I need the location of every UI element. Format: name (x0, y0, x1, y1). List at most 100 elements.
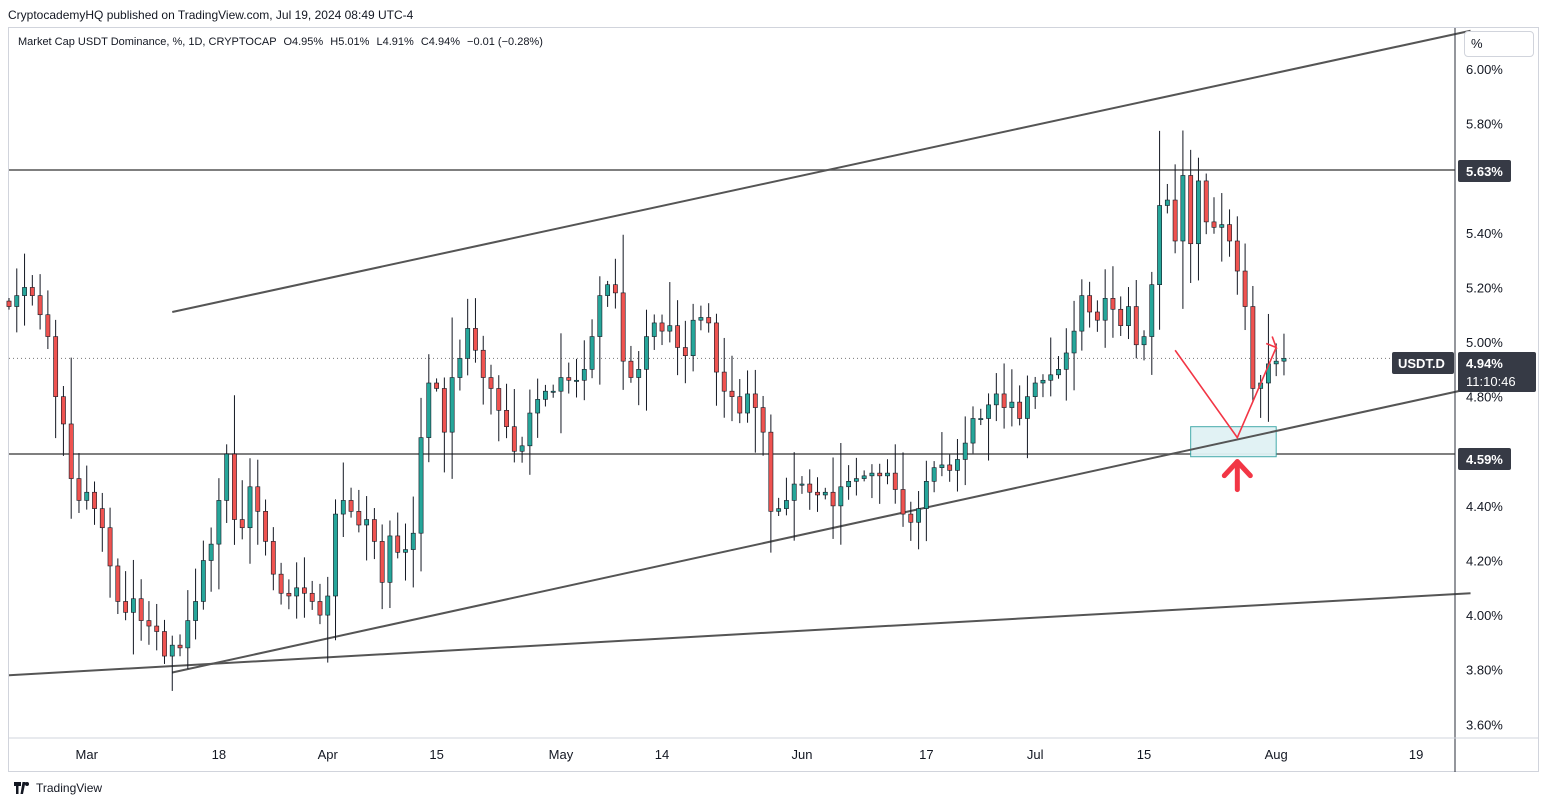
candle-body (6, 300, 12, 307)
candle-body (1056, 369, 1061, 376)
candle-body (480, 349, 486, 378)
candle-body (426, 382, 432, 438)
candle-body (208, 543, 214, 561)
candle-body (1017, 401, 1023, 419)
candle-body (14, 295, 20, 307)
candle-body (263, 511, 268, 542)
candle-body (294, 587, 300, 597)
bullish-candle (418, 397, 424, 572)
candle-body (830, 491, 836, 507)
projection-arrows (1174, 336, 1278, 493)
price-unit-button[interactable]: % (1464, 31, 1534, 57)
bullish-candle (449, 317, 455, 479)
candle-body (224, 453, 230, 501)
time-tick-label: Jul (1027, 747, 1044, 762)
bullish-candle (1149, 271, 1155, 375)
bearish-candle (61, 386, 66, 456)
bullish-candle (923, 460, 929, 542)
bullish-candle (822, 487, 828, 500)
candle-body (597, 295, 603, 337)
legend-symbol: Market Cap USDT Dominance, %, 1D, CRYPTO… (18, 36, 277, 48)
candle-body (760, 407, 766, 433)
candle-body (605, 284, 611, 296)
candle-body (504, 410, 509, 427)
bullish-candle (993, 373, 999, 422)
last-price-tag: 4.94% (1466, 356, 1503, 371)
candle-body (200, 560, 206, 602)
bullish-candle (193, 568, 198, 640)
publisher-line: CryptocademyHQ published on TradingView.… (8, 8, 414, 22)
bullish-candle (861, 470, 867, 482)
candle-body (138, 598, 144, 621)
candle-body (348, 500, 354, 512)
candle-body (1071, 330, 1077, 354)
projection-arrowhead (1265, 336, 1278, 349)
candle-body (457, 358, 463, 378)
bullish-candle (84, 465, 90, 510)
candle-body (581, 369, 587, 381)
candle-body (675, 325, 680, 348)
bullish-candle (636, 351, 642, 406)
candle-body (115, 565, 121, 602)
candle-body (185, 620, 191, 649)
candle-body (667, 325, 673, 332)
bearish-candle (356, 489, 362, 533)
candle-body (721, 371, 727, 392)
bearish-candle (99, 492, 105, 552)
trendline (172, 387, 1471, 674)
bearish-candle (566, 362, 572, 394)
price-tick-label: 4.80% (1466, 390, 1503, 405)
bearish-candle (612, 258, 618, 309)
footer-brand: TradingView (14, 781, 102, 795)
bullish-candle (574, 358, 579, 398)
candle-body (659, 322, 665, 332)
bullish-candle (690, 303, 696, 372)
bearish-candle (37, 274, 43, 330)
candle-body (387, 535, 393, 583)
candle-body (923, 481, 929, 509)
countdown-tag: 11:10:46 (1466, 374, 1516, 389)
bullish-candle (644, 309, 649, 411)
chart-frame[interactable] (8, 27, 1539, 772)
projection-path (1174, 347, 1277, 440)
candle-body (1118, 308, 1124, 326)
candle-body (846, 481, 852, 488)
candle-body (1032, 382, 1038, 397)
bullish-candle (698, 305, 704, 331)
price-tick-label: 5.00% (1466, 335, 1503, 350)
candle-body (61, 396, 66, 425)
bullish-candle (846, 465, 852, 500)
bullish-candle (169, 635, 175, 691)
trendline (8, 592, 1471, 677)
bearish-candle (1110, 266, 1116, 338)
bearish-candle (737, 379, 743, 424)
candle-body (612, 284, 618, 294)
candle-body (566, 377, 572, 381)
candle-body (333, 513, 338, 597)
candle-body (1087, 295, 1093, 313)
price-tick-label: 5.40% (1466, 226, 1503, 241)
legend-close: C4.94% (420, 36, 460, 48)
candle-body (1188, 175, 1194, 245)
bearish-candle (29, 275, 35, 306)
bearish-candle (1203, 173, 1209, 235)
bullish-candle (931, 461, 937, 493)
candle-body (644, 336, 649, 370)
candle-body (162, 631, 167, 657)
candle-body (1196, 180, 1201, 245)
candle-body (1203, 180, 1209, 223)
bearish-candle (263, 499, 268, 556)
bearish-candle (877, 463, 883, 504)
candle-body (216, 500, 222, 545)
price-tick-label: 4.20% (1466, 554, 1503, 569)
price-tick-label: 6.00% (1466, 62, 1503, 77)
candle-body (651, 322, 657, 337)
bearish-candle (473, 298, 478, 363)
candle-body (1110, 298, 1116, 310)
price-tick-label: 5.80% (1466, 117, 1503, 132)
bullish-candle (130, 559, 136, 655)
candle-body (962, 442, 968, 460)
bullish-candle (535, 378, 541, 438)
bearish-candle (76, 453, 82, 513)
